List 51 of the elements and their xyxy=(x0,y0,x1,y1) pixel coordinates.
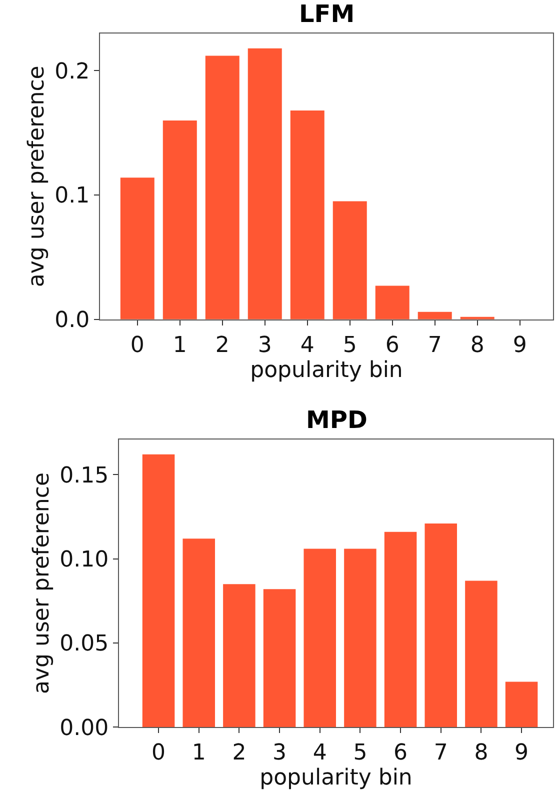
x-tick-label: 2 xyxy=(232,740,246,766)
y-tick-label: 0.05 xyxy=(60,632,109,657)
x-tick-label: 9 xyxy=(514,740,529,766)
x-tick-label: 3 xyxy=(272,740,287,766)
y-axis-title: avg user preference xyxy=(24,66,50,288)
x-tick-label: 4 xyxy=(312,740,327,766)
y-tick-label: 0.00 xyxy=(60,716,109,741)
bar xyxy=(182,538,215,728)
x-tick-label: 9 xyxy=(512,332,527,358)
bar xyxy=(344,548,376,728)
bar xyxy=(248,48,282,320)
bar xyxy=(142,454,175,728)
y-axis-title: avg user preference xyxy=(29,472,54,694)
x-tick-label: 2 xyxy=(215,332,230,358)
x-tick-label: 3 xyxy=(258,332,272,358)
bar xyxy=(205,56,240,320)
x-tick-label: 7 xyxy=(428,332,442,358)
bar xyxy=(120,178,154,320)
x-tick-label: 1 xyxy=(192,740,206,766)
x-tick-label: 8 xyxy=(474,740,488,766)
y-tick-label: 0.15 xyxy=(60,463,109,488)
x-tick-label: 5 xyxy=(353,740,368,766)
x-axis-title: popularity bin xyxy=(250,358,403,383)
x-tick-label: 6 xyxy=(394,740,408,766)
bar xyxy=(375,286,410,320)
bar xyxy=(290,110,324,320)
x-tick-label: 7 xyxy=(434,740,448,766)
x-tick-label: 6 xyxy=(385,332,400,358)
bar xyxy=(332,201,367,320)
x-tick-label: 4 xyxy=(300,332,314,358)
y-tick-label: 0.0 xyxy=(54,308,90,334)
bar xyxy=(465,580,498,728)
chart-title: LFM xyxy=(299,0,355,28)
bar xyxy=(162,120,197,320)
bar xyxy=(384,532,417,728)
x-tick-label: 8 xyxy=(470,332,484,358)
bar xyxy=(418,312,452,320)
x-tick-label: 5 xyxy=(342,332,357,358)
y-tick-label: 0.1 xyxy=(54,184,90,209)
x-tick-label: 1 xyxy=(172,332,187,358)
x-tick-label: 0 xyxy=(152,740,166,766)
bar xyxy=(304,548,336,728)
bar xyxy=(223,584,256,728)
x-tick-label: 0 xyxy=(130,332,144,358)
y-tick-label: 0.10 xyxy=(60,548,109,573)
chart-title: MPD xyxy=(306,406,368,434)
y-tick-label: 0.2 xyxy=(54,59,90,84)
bar xyxy=(263,589,296,728)
x-axis-title: popularity bin xyxy=(260,766,412,791)
bar xyxy=(424,523,457,728)
bar xyxy=(505,682,538,728)
